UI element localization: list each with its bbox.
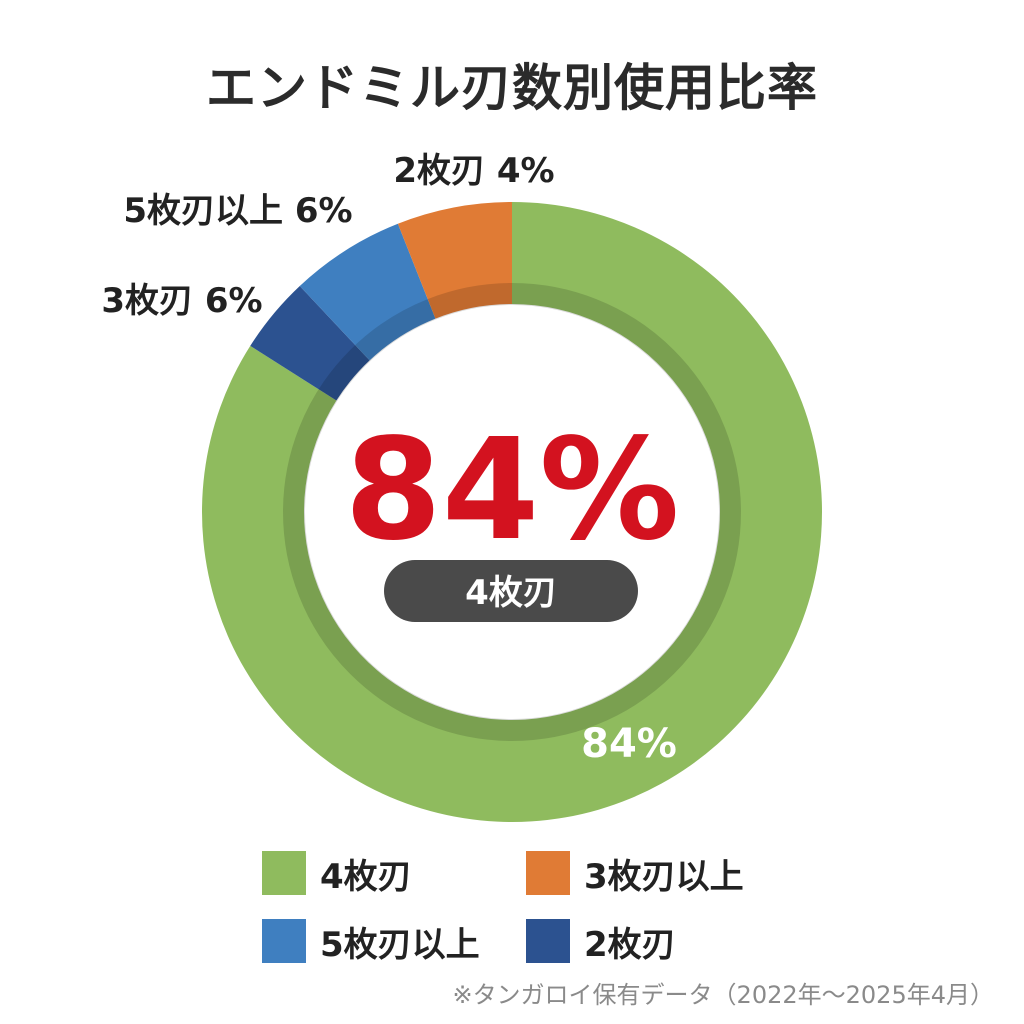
legend-item-4-flute: 4枚刃	[262, 850, 526, 897]
donut-slice-1	[202, 202, 822, 822]
legend-item-2-flute: 2枚刃	[526, 918, 786, 965]
legend: 4枚刃 3枚刃以上 5枚刃以上 2枚刃	[262, 850, 786, 965]
center-badge-label: 4枚刃	[465, 573, 557, 613]
source-footnote: ※タンガロイ保有データ（2022年〜2025年4月）	[452, 981, 994, 1009]
center-value: 84%	[344, 409, 679, 572]
donut-slice-2	[250, 286, 370, 401]
legend-swatch	[526, 919, 570, 963]
slice-label-4: 3枚刃 6%	[101, 281, 262, 321]
slice-label-1: 84%	[581, 721, 677, 767]
chart-title: エンドミル刃数別使用比率	[206, 59, 818, 117]
legend-item-3-flute: 3枚刃以上	[526, 850, 786, 897]
legend-swatch	[526, 851, 570, 895]
donut-slice-3	[299, 223, 436, 361]
legend-label: 3枚刃以上	[584, 856, 744, 897]
legend-label: 2枚刃	[584, 924, 676, 965]
donut-slice-4	[397, 202, 512, 319]
center-badge	[384, 560, 638, 622]
donut-inner-shadow	[283, 283, 741, 741]
legend-label: 4枚刃	[320, 856, 412, 897]
legend-label: 5枚刃以上	[320, 924, 480, 965]
slice-label-2: 2枚刃 4%	[393, 151, 554, 191]
legend-item-5-flute: 5枚刃以上	[262, 918, 526, 965]
legend-swatch	[262, 851, 306, 895]
slice-label-3: 5枚刃以上 6%	[123, 191, 352, 231]
legend-swatch	[262, 919, 306, 963]
